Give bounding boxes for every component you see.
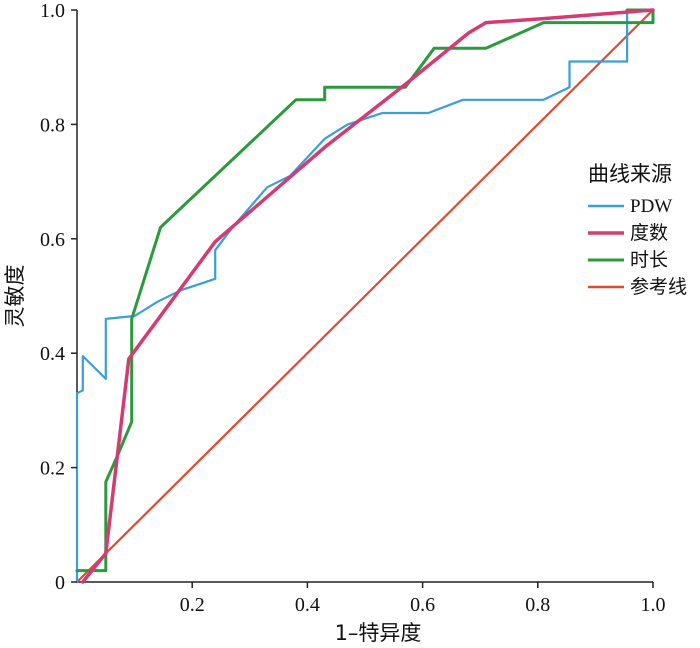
y-tick-label: 0.6 — [40, 229, 65, 251]
tick-labels: 0 0.2 0.4 0.6 0.8 1.0 0.2 0.4 0.6 0.8 1.0 — [40, 0, 666, 616]
y-tick-label: 1.0 — [40, 0, 65, 22]
y-tick-label: 0.4 — [40, 343, 65, 365]
y-tick-label: 0 — [55, 572, 65, 594]
legend-title: 曲线来源 — [588, 162, 672, 186]
x-tick-label: 0.2 — [180, 594, 205, 616]
y-tick-label: 0.2 — [40, 458, 65, 480]
legend-label-duration: 时长 — [630, 249, 668, 271]
y-tick-label: 0.8 — [40, 114, 65, 136]
x-tick-label: 0.8 — [525, 594, 550, 616]
y-axis-title: 灵敏度 — [3, 265, 27, 328]
x-tick-label: 0.6 — [410, 594, 435, 616]
x-axis-title: 1–特异度 — [335, 621, 422, 645]
series-line-reference — [75, 8, 655, 584]
series-line-pdw — [75, 8, 655, 584]
x-tick-label: 1.0 — [641, 594, 666, 616]
legend-label-reference: 参考线 — [630, 276, 687, 298]
series-layer — [75, 8, 655, 584]
x-tick-label: 0.4 — [295, 594, 320, 616]
series-line-degree — [81, 8, 655, 584]
legend-label-degree: 度数 — [630, 222, 668, 244]
legend-label-pdw: PDW — [630, 196, 672, 217]
series-line-duration — [75, 8, 655, 573]
